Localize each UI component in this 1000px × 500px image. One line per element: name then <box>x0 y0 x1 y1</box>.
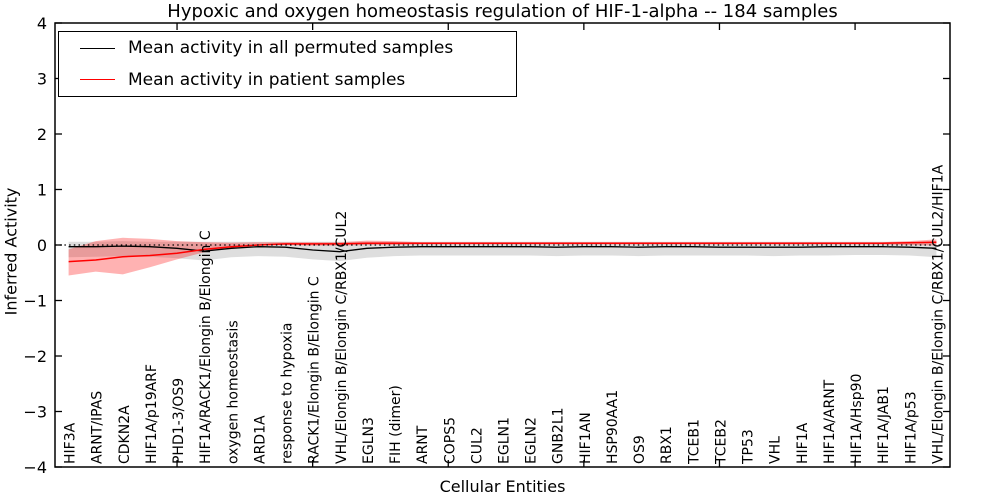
legend-line-sample-patient <box>80 79 115 81</box>
x-category-label: TP53 <box>741 429 757 465</box>
x-category-label: ARNT <box>415 425 431 464</box>
x-category-label: EGLN1 <box>497 417 513 464</box>
y-tick-label: −3 <box>23 403 47 422</box>
legend-entry-patient: Mean activity in patient samples <box>59 65 516 95</box>
x-category-label: HIF1A/p53 <box>903 391 919 464</box>
legend-label-permuted: Mean activity in all permuted samples <box>128 38 454 59</box>
y-tick-label: 4 <box>37 14 47 33</box>
x-category-label: RBX1 <box>659 426 675 464</box>
x-category-label: HIF1A/Hsp90 <box>849 374 865 464</box>
x-category-label: HIF1A/p19ARF <box>144 364 160 464</box>
x-axis-label: Cellular Entities <box>439 477 566 496</box>
x-category-label: ARNT/IPAS <box>90 391 106 464</box>
y-tick-label: −2 <box>23 347 47 366</box>
chart-title: Hypoxic and oxygen homeostasis regulatio… <box>167 1 838 22</box>
mean-line-patient <box>68 241 937 263</box>
x-category-label: VHL <box>768 436 784 464</box>
x-category-label: ARD1A <box>252 415 268 464</box>
x-category-label: response to hypoxia <box>280 323 296 464</box>
x-category-label: EGLN2 <box>524 417 540 464</box>
x-category-label: VHL/Elongin B/Elongin C/RBX1/CUL2/HIF1A <box>930 164 946 464</box>
x-category-label: HIF1A/JAB1 <box>876 386 892 464</box>
x-category-label: COPS5 <box>442 417 458 464</box>
mean-line-permuted <box>68 245 937 253</box>
x-category-label: TCEB1 <box>686 419 702 465</box>
x-category-label: HSP90AA1 <box>605 390 621 464</box>
x-category-label: CUL2 <box>469 427 485 464</box>
legend-line-sample-permuted <box>80 47 115 49</box>
x-category-label: OS9 <box>632 435 648 464</box>
confidence-band-permuted <box>68 241 937 262</box>
x-category-label: VHL/Elongin B/Elongin C/RBX1/CUL2 <box>334 211 350 464</box>
y-tick-label: 0 <box>37 236 47 255</box>
x-category-label: GNB2L1 <box>551 407 567 464</box>
x-category-label: FIH (dimer) <box>388 385 404 464</box>
y-tick-label: −4 <box>23 458 47 477</box>
x-category-label: HIF1AN <box>578 412 594 464</box>
x-category-label: TCEB2 <box>713 419 729 465</box>
x-category-label: CDKN2A <box>117 405 133 464</box>
x-category-label: RACK1/Elongin B/Elongin C <box>307 276 323 464</box>
x-category-label: PHD1-3/OS9 <box>171 378 187 464</box>
y-axis-label: Inferred Activity <box>1 187 21 316</box>
y-tick-label: 2 <box>37 125 47 144</box>
x-category-label: HIF1A/ARNT <box>822 379 838 464</box>
confidence-band-patient <box>68 237 937 276</box>
legend-label-patient: Mean activity in patient samples <box>128 69 406 90</box>
legend: Mean activity in all permuted samples Me… <box>58 31 517 97</box>
x-category-label: HIF3A <box>63 422 79 464</box>
y-tick-label: 1 <box>37 181 47 200</box>
x-category-label: HIF1A/RACK1/Elongin B/Elongin C <box>198 230 214 464</box>
x-category-label: oxygen homeostasis <box>225 320 241 464</box>
y-tick-label: −1 <box>23 292 47 311</box>
y-tick-label: 3 <box>37 70 47 89</box>
legend-entry-permuted: Mean activity in all permuted samples <box>59 33 516 63</box>
x-category-label: EGLN3 <box>361 417 377 464</box>
x-category-label: HIF1A <box>795 422 811 464</box>
